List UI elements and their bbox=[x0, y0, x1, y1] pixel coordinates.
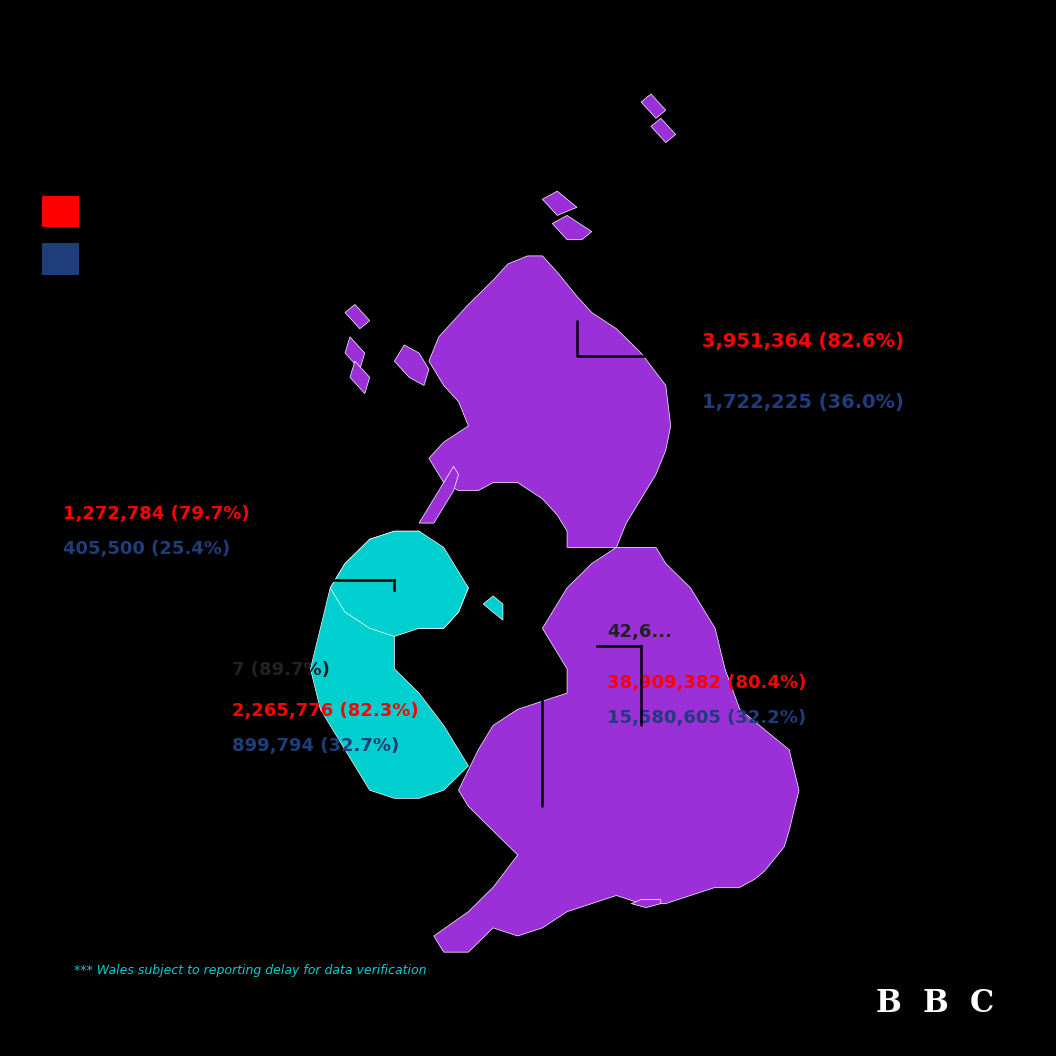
Text: 3,951,364 (82.6%): 3,951,364 (82.6%) bbox=[702, 332, 904, 351]
Text: 38,909,382 (80.4%): 38,909,382 (80.4%) bbox=[607, 674, 807, 692]
Polygon shape bbox=[434, 547, 799, 953]
Polygon shape bbox=[641, 94, 665, 118]
Text: 899,794 (32.7%): 899,794 (32.7%) bbox=[232, 737, 399, 755]
Polygon shape bbox=[650, 118, 676, 143]
Polygon shape bbox=[345, 337, 364, 370]
Bar bbox=[42, 195, 79, 227]
Polygon shape bbox=[429, 256, 671, 547]
Polygon shape bbox=[350, 361, 370, 394]
Text: B  B  C: B B C bbox=[876, 988, 995, 1019]
Text: 42,6...: 42,6... bbox=[607, 623, 673, 641]
Text: 15,580,605 (32.2%): 15,580,605 (32.2%) bbox=[607, 709, 807, 727]
Bar bbox=[42, 243, 79, 275]
Polygon shape bbox=[394, 345, 429, 385]
Text: 7 (89.7%): 7 (89.7%) bbox=[232, 661, 331, 679]
Polygon shape bbox=[331, 531, 469, 637]
Polygon shape bbox=[543, 191, 577, 215]
Text: 2,265,776 (82.3%): 2,265,776 (82.3%) bbox=[232, 702, 419, 720]
Polygon shape bbox=[552, 215, 591, 240]
Polygon shape bbox=[631, 900, 661, 908]
Polygon shape bbox=[419, 467, 458, 523]
Polygon shape bbox=[345, 304, 370, 328]
Polygon shape bbox=[310, 531, 469, 798]
Text: 1,272,784 (79.7%): 1,272,784 (79.7%) bbox=[63, 505, 250, 523]
Text: 1,722,225 (36.0%): 1,722,225 (36.0%) bbox=[702, 393, 904, 412]
Text: 405,500 (25.4%): 405,500 (25.4%) bbox=[63, 540, 230, 558]
Text: *** Wales subject to reporting delay for data verification: *** Wales subject to reporting delay for… bbox=[74, 964, 427, 977]
Polygon shape bbox=[484, 596, 503, 620]
